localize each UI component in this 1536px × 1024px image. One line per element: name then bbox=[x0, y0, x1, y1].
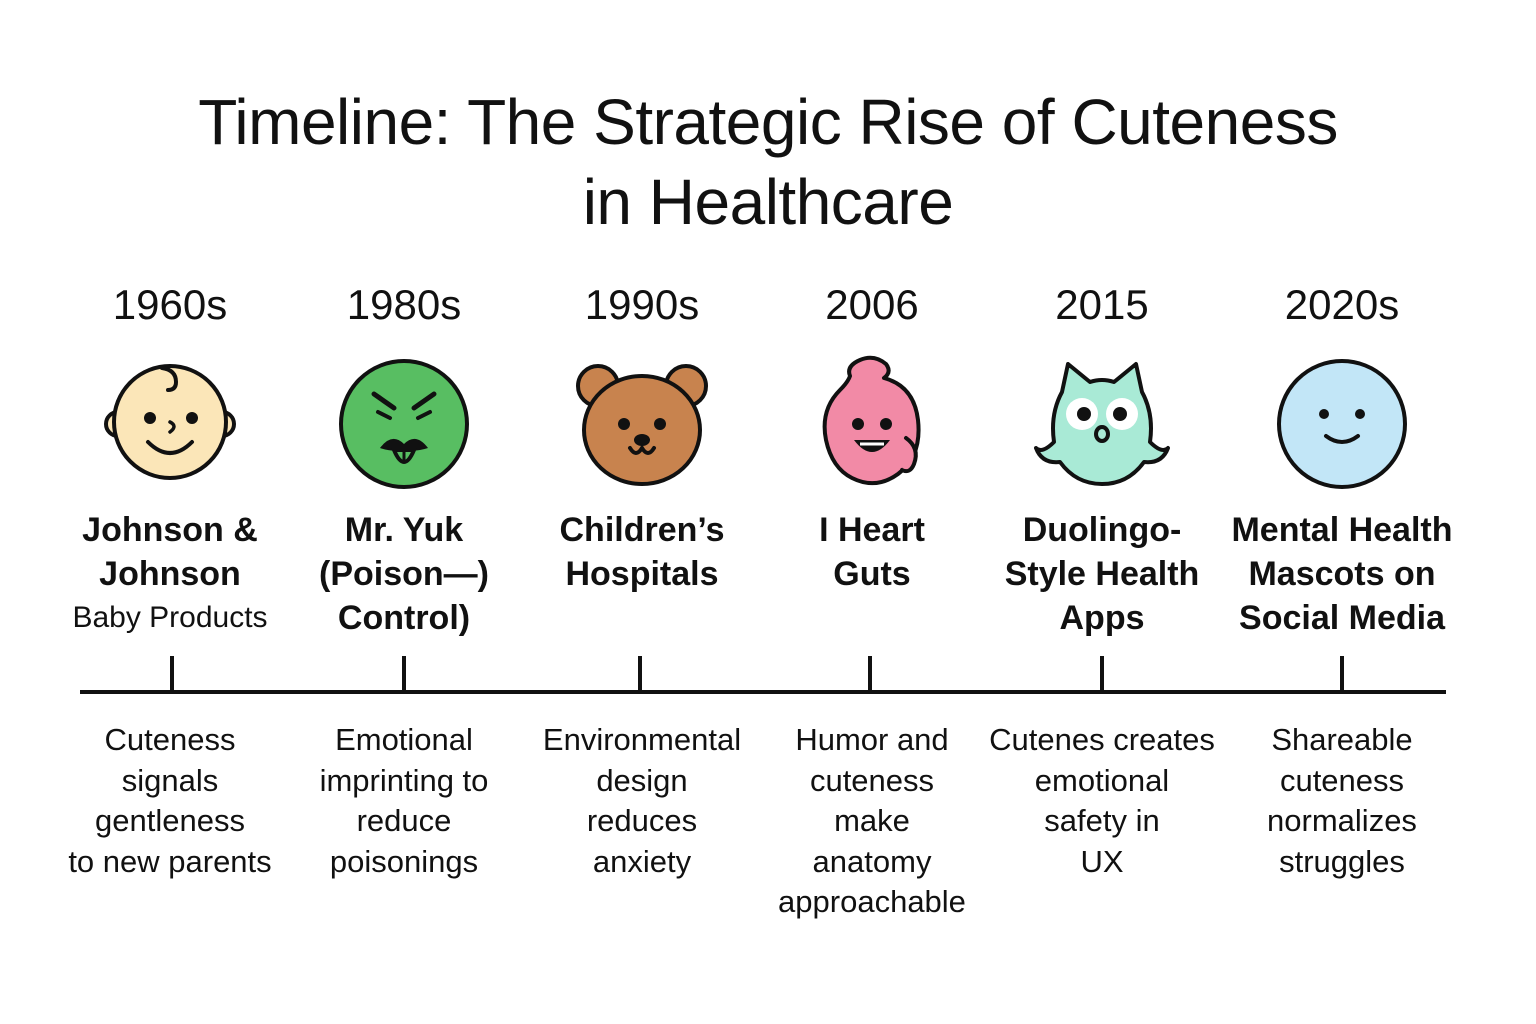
description-line: Shareable bbox=[1271, 722, 1413, 757]
description-line: cuteness bbox=[1279, 762, 1405, 798]
label-line: Apps bbox=[1059, 599, 1145, 637]
label-line: Control) bbox=[337, 599, 471, 637]
description-line: imprinting to bbox=[319, 762, 489, 798]
baby-face-icon bbox=[104, 364, 236, 480]
event-description: Cuteness signals gentleness to new paren… bbox=[50, 720, 290, 882]
smiley-face-icon bbox=[1277, 359, 1407, 489]
description-line: reduces bbox=[586, 803, 698, 838]
heart-plush-icon bbox=[822, 355, 921, 486]
teddy-bear-icon bbox=[576, 364, 708, 486]
event-year: 2006 bbox=[825, 281, 919, 328]
description-line: anatomy bbox=[812, 843, 932, 879]
description-line: poisonings bbox=[329, 843, 479, 879]
description-line: approachable bbox=[778, 884, 966, 919]
label-subtitle: Baby Products bbox=[72, 601, 268, 634]
description-line: Cutenes creates bbox=[989, 722, 1215, 757]
label-line: (Poison—) bbox=[319, 555, 489, 593]
description-line: Environmental bbox=[542, 722, 742, 757]
description-line: reduce bbox=[356, 803, 452, 838]
timeline-axis bbox=[80, 690, 1446, 694]
description-line: safety in bbox=[1044, 803, 1160, 838]
title-line-1: Timeline: The Strategic Rise of Cuteness bbox=[198, 86, 1338, 158]
description-line: anxiety bbox=[592, 843, 692, 879]
label-line: Hospitals bbox=[565, 555, 719, 593]
label-line: I Heart bbox=[819, 511, 925, 549]
label-line: Johnson & bbox=[82, 511, 258, 549]
timeline-tick bbox=[1340, 656, 1344, 692]
description-line: Cuteness bbox=[104, 722, 236, 757]
event-year: 1990s bbox=[584, 281, 700, 328]
description-line: signals bbox=[121, 762, 219, 798]
label-line: Mascots on bbox=[1248, 555, 1436, 593]
event-year: 2015 bbox=[1055, 281, 1149, 328]
label-line: Mental Health bbox=[1231, 511, 1453, 549]
description-line: cuteness bbox=[809, 762, 935, 798]
event-year: 1960s bbox=[112, 281, 228, 328]
label-line: Style Health bbox=[1004, 555, 1200, 593]
description-line: Humor and bbox=[795, 722, 949, 757]
label-line: Guts bbox=[833, 555, 911, 593]
description-line: UX bbox=[1080, 843, 1124, 879]
event-description: Emotional imprinting to reduce poisoning… bbox=[284, 720, 524, 882]
event-description: Cutenes creates emotional safety in UX bbox=[982, 720, 1222, 882]
label-line: Johnson bbox=[99, 555, 241, 593]
event-description: Humor and cuteness make anatomy approach… bbox=[752, 720, 992, 923]
timeline-tick bbox=[170, 656, 174, 692]
event-label: Mental Health Mascots on Social Media bbox=[1222, 508, 1462, 640]
timeline-tick bbox=[402, 656, 406, 692]
event-year: 1980s bbox=[346, 281, 462, 328]
timeline-tick bbox=[638, 656, 642, 692]
description-line: to new parents bbox=[68, 843, 272, 879]
description-line: struggles bbox=[1279, 843, 1405, 879]
page-title: Timeline: The Strategic Rise of Cuteness… bbox=[0, 82, 1536, 242]
event-label: Mr. Yuk (Poison—) Control) bbox=[284, 508, 524, 640]
owl-mascot-icon bbox=[1034, 362, 1170, 486]
description-line: normalizes bbox=[1267, 803, 1417, 838]
event-label: Johnson & Johnson Baby Products bbox=[50, 508, 290, 640]
event-description: Shareable cuteness normalizes struggles bbox=[1222, 720, 1462, 882]
event-year: 2020s bbox=[1284, 281, 1400, 328]
event-label: I Heart Guts bbox=[752, 508, 992, 596]
description-line: gentleness bbox=[95, 803, 245, 838]
description-line: Emotional bbox=[335, 722, 473, 757]
timeline-tick bbox=[868, 656, 872, 692]
label-line: Children’s bbox=[559, 511, 725, 549]
label-line: Duolingo- bbox=[1022, 511, 1182, 549]
label-line: Mr. Yuk bbox=[344, 511, 464, 549]
timeline-tick bbox=[1100, 656, 1104, 692]
mr-yuk-face-icon bbox=[339, 359, 469, 489]
description-line: make bbox=[834, 803, 910, 838]
title-line-2: in Healthcare bbox=[582, 166, 954, 238]
event-label: Children’s Hospitals bbox=[522, 508, 762, 596]
description-line: emotional bbox=[1034, 762, 1170, 798]
label-line: Social Media bbox=[1239, 599, 1445, 637]
description-line: design bbox=[596, 762, 688, 798]
event-label: Duolingo- Style Health Apps bbox=[982, 508, 1222, 640]
event-description: Environmental design reduces anxiety bbox=[522, 720, 762, 882]
